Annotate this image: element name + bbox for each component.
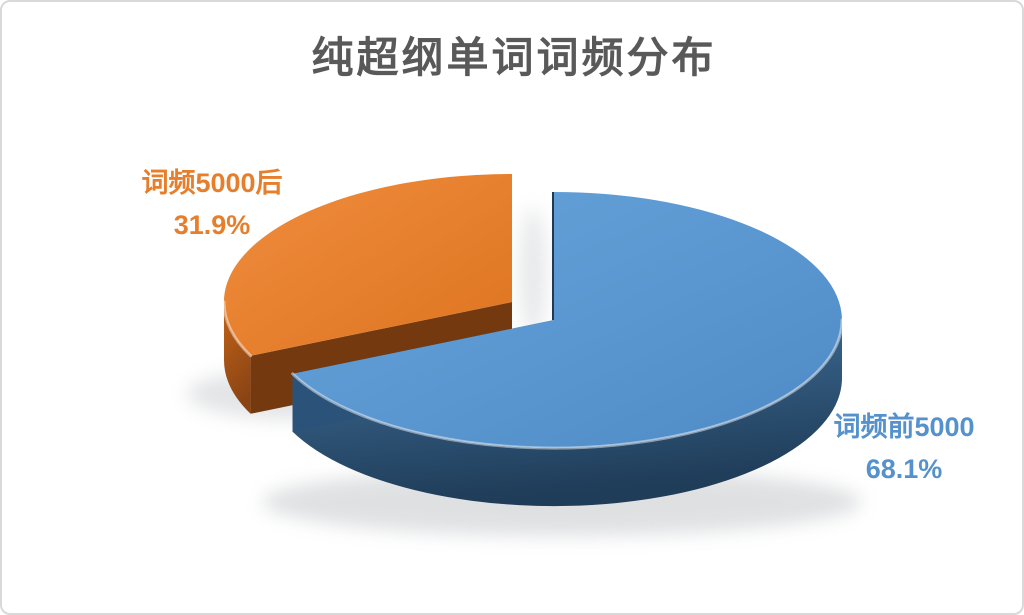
chart-title: 纯超纲单词词频分布 bbox=[311, 34, 717, 81]
blue-slice-label: 词频前5000 68.1% bbox=[784, 406, 1022, 490]
orange-slice-name: 词频5000后 bbox=[141, 168, 283, 198]
pie-slice-0-top bbox=[292, 192, 842, 448]
pie-slice-1-highlight bbox=[222, 300, 253, 358]
pie-slice-1-side bbox=[223, 302, 251, 414]
orange-slice-percent: 31.9% bbox=[173, 210, 251, 240]
pie-slice-0-highlight bbox=[291, 318, 844, 450]
pie-shadow-gap bbox=[520, 207, 546, 337]
orange-slice-label: 词频5000后 31.9% bbox=[87, 162, 337, 246]
pie-slice-1-top bbox=[223, 174, 512, 356]
blue-slice-name: 词频前5000 bbox=[833, 412, 975, 442]
blue-slice-percent: 68.1% bbox=[865, 454, 943, 484]
pie-slice-0-side bbox=[292, 320, 843, 507]
